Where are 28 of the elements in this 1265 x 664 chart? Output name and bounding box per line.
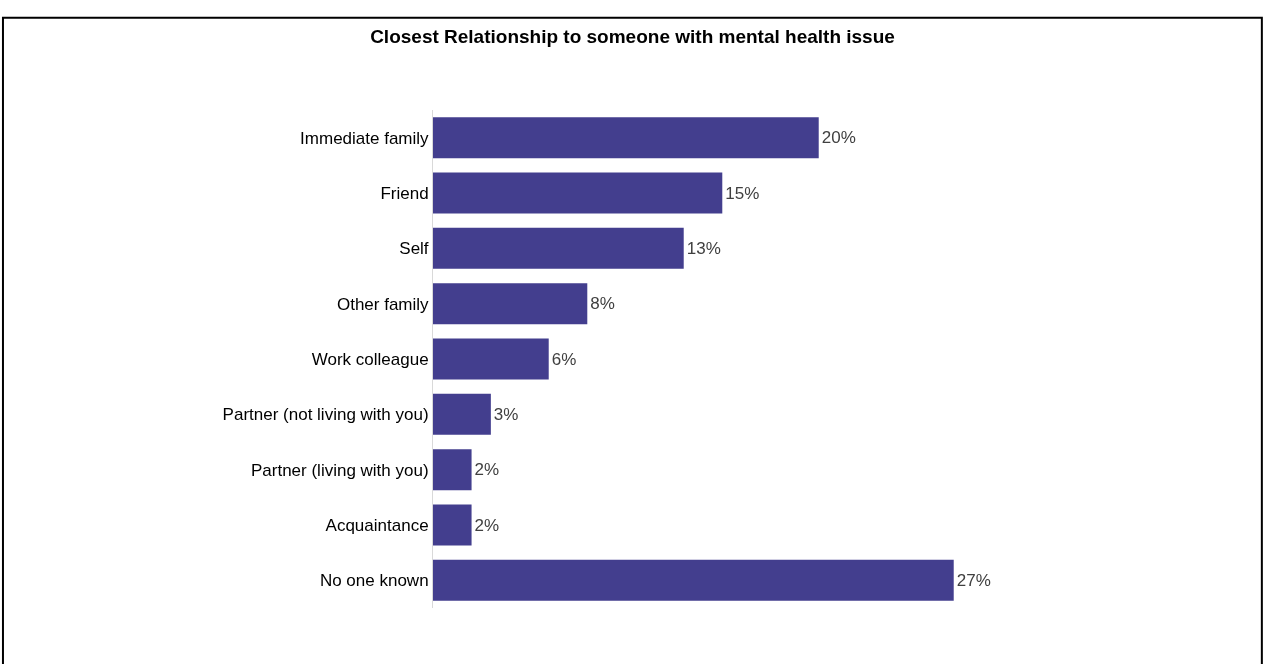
data-label: 15% — [725, 183, 760, 203]
y-tick-label: Work colleague — [311, 349, 429, 369]
data-label: 27% — [956, 570, 991, 590]
data-label: 3% — [493, 404, 519, 424]
data-label: 8% — [590, 294, 615, 314]
y-tick-label: Acquaintance — [325, 515, 429, 535]
bar — [433, 227, 684, 269]
bar — [433, 504, 472, 546]
chart-title: Closest Relationship to someone with mental health issue — [370, 26, 895, 48]
bar — [433, 172, 723, 214]
data-label: 6% — [551, 349, 577, 369]
data-label: 20% — [821, 128, 856, 148]
y-tick-label: Partner (not living with you) — [222, 405, 429, 425]
y-tick-label: No one known — [319, 571, 429, 591]
data-label: 13% — [686, 238, 721, 258]
data-label: 2% — [474, 515, 500, 535]
y-tick-label: Other family — [336, 294, 430, 314]
y-tick-label: Self — [399, 239, 429, 259]
data-label: 2% — [474, 460, 500, 480]
bar — [433, 559, 954, 601]
y-tick-label: Friend — [380, 183, 429, 203]
y-tick-label: Partner (living with you) — [250, 460, 429, 480]
bar — [433, 393, 491, 435]
bar — [433, 117, 819, 159]
bar — [433, 338, 549, 380]
y-tick-label: Immediate family — [300, 128, 430, 148]
bar — [433, 283, 588, 325]
bar — [433, 449, 472, 491]
